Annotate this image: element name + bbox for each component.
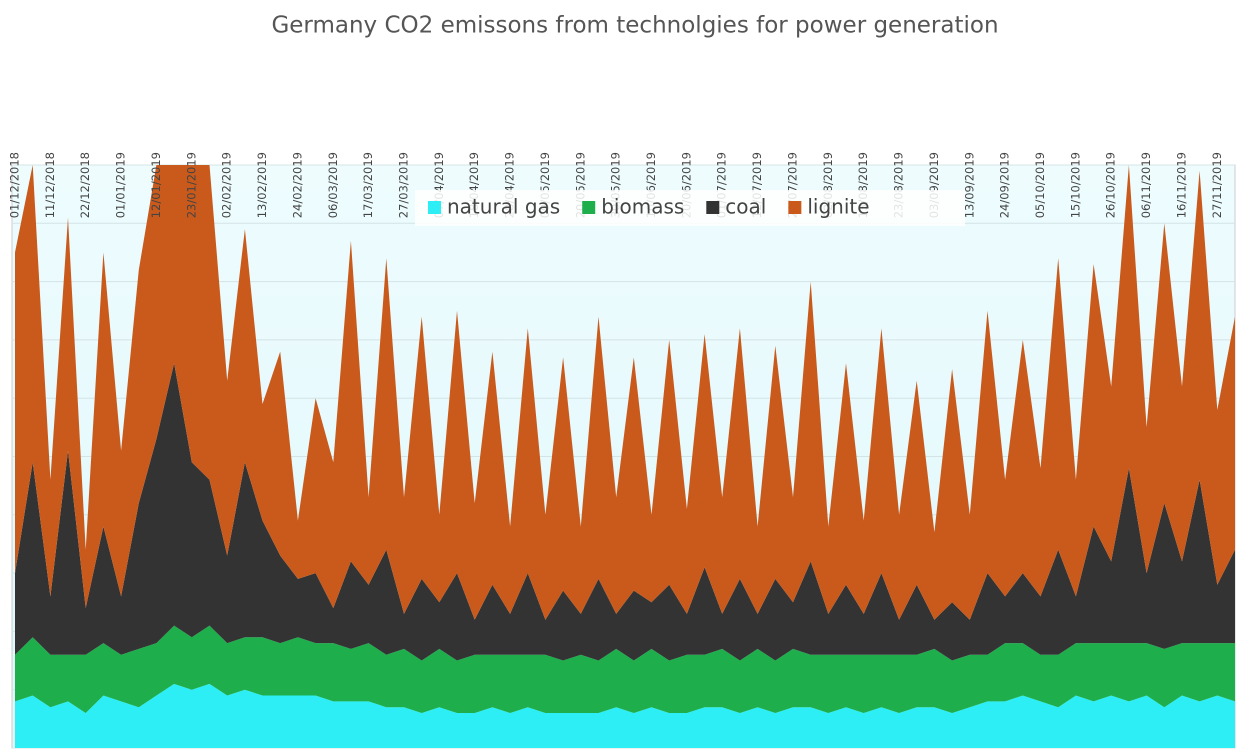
x-tick-label: 24/02/2019 [290,152,304,218]
x-tick-label: 15/10/2019 [1068,152,1082,218]
x-tick-label: 22/12/2018 [78,152,92,218]
legend-label: natural gas [447,195,560,219]
x-tick-label: 17/03/2019 [361,152,375,218]
legend-box [415,190,965,226]
area [15,165,1235,620]
legend-label: coal [725,195,766,219]
legend-swatch [428,201,441,214]
x-tick-label: 12/01/2019 [149,152,163,218]
x-tick-label: 13/02/2019 [255,152,269,218]
x-tick-label: 02/02/2019 [220,152,234,218]
x-tick-label: 06/03/2019 [326,152,340,218]
x-tick-label: 23/01/2019 [184,152,198,218]
area [15,363,1235,661]
x-tick-label: 01/01/2019 [114,152,128,218]
x-tick-label: 11/12/2018 [43,152,57,218]
x-tick-label: 05/10/2019 [1033,152,1047,218]
area [15,683,1235,748]
x-tick-label: 27/11/2019 [1210,152,1224,218]
area [15,625,1235,713]
legend-label: lignite [807,195,869,219]
x-tick-label: 13/09/2019 [962,152,976,218]
x-tick-label: 24/09/2019 [998,152,1012,218]
x-tick-label: 26/10/2019 [1104,152,1118,218]
x-tick-label: 27/03/2019 [396,152,410,218]
legend-label: biomass [601,195,684,219]
x-tick-label: 01/12/2018 [8,152,22,218]
x-tick-label: 06/11/2019 [1139,152,1153,218]
legend-swatch [582,201,596,214]
chart-title: Germany CO2 emissons from technolgies fo… [271,13,998,39]
legend-swatch [706,201,720,214]
x-tick-label: 16/11/2019 [1174,152,1188,218]
legend-swatch [788,201,802,214]
